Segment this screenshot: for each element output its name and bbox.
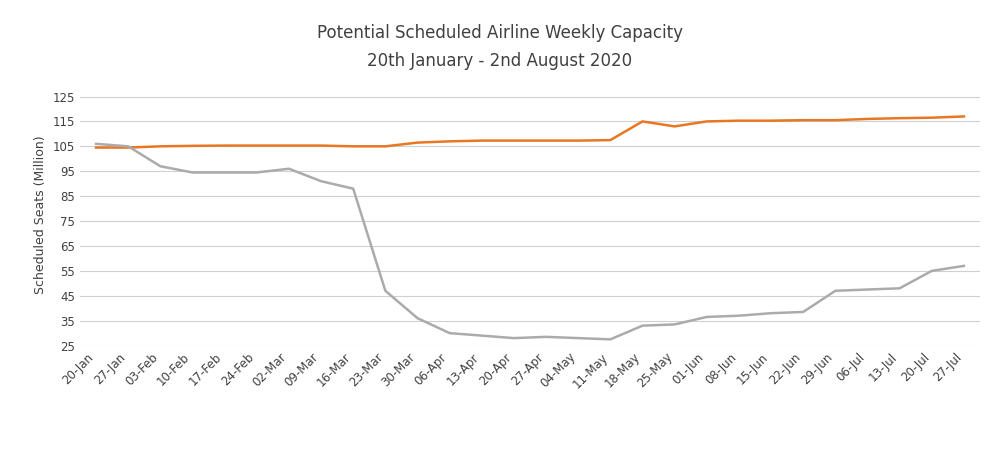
2019 Weekly Capacity	[315, 143, 327, 149]
2019 Weekly Capacity	[219, 143, 231, 149]
Adjusted Capacity By Week	[347, 186, 359, 191]
2019 Weekly Capacity	[90, 145, 102, 150]
Adjusted Capacity By Week	[186, 170, 198, 175]
Text: 20th January - 2nd August 2020: 20th January - 2nd August 2020	[367, 52, 633, 70]
Adjusted Capacity By Week	[379, 288, 391, 294]
Adjusted Capacity By Week	[476, 333, 488, 339]
Adjusted Capacity By Week	[122, 143, 134, 149]
Adjusted Capacity By Week	[636, 323, 648, 328]
2019 Weekly Capacity	[829, 117, 841, 123]
Adjusted Capacity By Week	[219, 170, 231, 175]
Adjusted Capacity By Week	[958, 263, 970, 269]
2019 Weekly Capacity	[540, 138, 552, 143]
2019 Weekly Capacity	[861, 116, 874, 122]
2019 Weekly Capacity	[508, 138, 520, 143]
2019 Weekly Capacity	[154, 143, 166, 149]
2019 Weekly Capacity	[379, 143, 391, 149]
Adjusted Capacity By Week	[926, 268, 938, 274]
Adjusted Capacity By Week	[733, 313, 745, 318]
Adjusted Capacity By Week	[444, 330, 456, 336]
2019 Weekly Capacity	[283, 143, 295, 149]
Adjusted Capacity By Week	[861, 287, 874, 292]
Adjusted Capacity By Week	[894, 285, 906, 291]
2019 Weekly Capacity	[926, 115, 938, 120]
Adjusted Capacity By Week	[508, 335, 520, 341]
2019 Weekly Capacity	[251, 143, 263, 149]
Adjusted Capacity By Week	[251, 170, 263, 175]
Adjusted Capacity By Week	[540, 334, 552, 340]
Line: 2019 Weekly Capacity: 2019 Weekly Capacity	[96, 116, 964, 148]
Adjusted Capacity By Week	[283, 166, 295, 171]
2019 Weekly Capacity	[894, 115, 906, 121]
2019 Weekly Capacity	[701, 119, 713, 124]
2019 Weekly Capacity	[765, 118, 777, 123]
Adjusted Capacity By Week	[669, 322, 681, 327]
2019 Weekly Capacity	[958, 113, 970, 119]
2019 Weekly Capacity	[444, 139, 456, 144]
2019 Weekly Capacity	[186, 143, 198, 149]
2019 Weekly Capacity	[604, 137, 616, 143]
2019 Weekly Capacity	[476, 138, 488, 143]
Adjusted Capacity By Week	[315, 178, 327, 184]
Adjusted Capacity By Week	[90, 141, 102, 147]
Adjusted Capacity By Week	[572, 335, 584, 341]
Adjusted Capacity By Week	[701, 314, 713, 320]
2019 Weekly Capacity	[572, 138, 584, 143]
2019 Weekly Capacity	[669, 124, 681, 129]
Adjusted Capacity By Week	[411, 315, 423, 321]
2019 Weekly Capacity	[122, 145, 134, 150]
2019 Weekly Capacity	[411, 140, 423, 145]
Line: Adjusted Capacity By Week: Adjusted Capacity By Week	[96, 144, 964, 340]
Y-axis label: Scheduled Seats (Million): Scheduled Seats (Million)	[34, 135, 47, 294]
Adjusted Capacity By Week	[765, 311, 777, 316]
Adjusted Capacity By Week	[829, 288, 841, 294]
2019 Weekly Capacity	[733, 118, 745, 123]
Adjusted Capacity By Week	[154, 163, 166, 169]
2019 Weekly Capacity	[347, 143, 359, 149]
2019 Weekly Capacity	[797, 117, 809, 123]
Adjusted Capacity By Week	[604, 337, 616, 342]
Text: Potential Scheduled Airline Weekly Capacity: Potential Scheduled Airline Weekly Capac…	[317, 24, 683, 42]
Adjusted Capacity By Week	[797, 309, 809, 315]
2019 Weekly Capacity	[636, 119, 648, 124]
